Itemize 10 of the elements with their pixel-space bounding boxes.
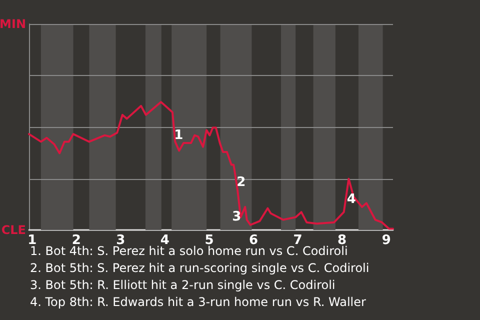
text: 3. Bot 5th: R. Elliott hit a 2-run single vs C. Codiroli xyxy=(30,278,336,292)
text: MIN xyxy=(0,17,26,31)
text: CLE xyxy=(1,223,26,237)
annotation: 1 xyxy=(174,128,184,143)
annotation: 3 xyxy=(232,210,242,225)
annotation: 4 xyxy=(346,192,356,207)
text: 4. Top 8th: R. Edwards hit a 3-run home run vs R. Waller xyxy=(30,295,366,309)
x-tick-label: 9 xyxy=(382,233,391,248)
text: 2. Bot 5th: S. Perez hit a run-scoring single vs C. Codiroli xyxy=(30,261,370,275)
annotation: 2 xyxy=(236,175,246,190)
